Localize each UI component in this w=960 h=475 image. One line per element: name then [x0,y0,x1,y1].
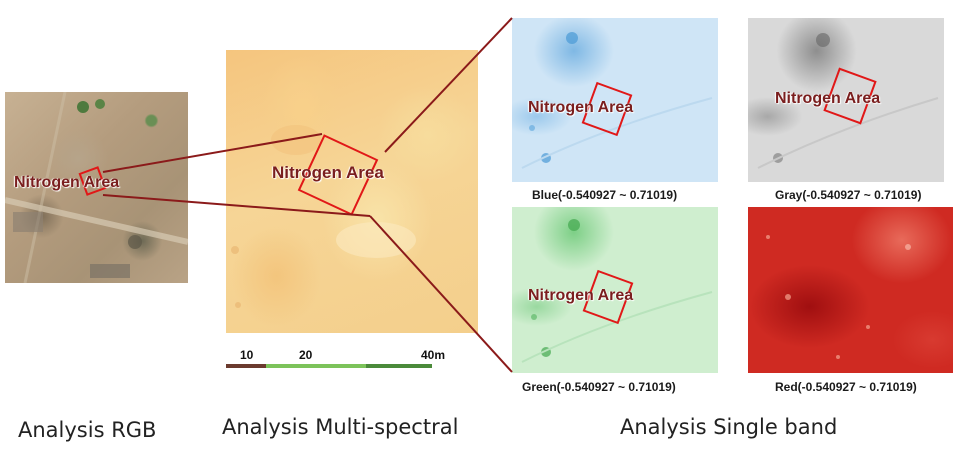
band-label-green: Green(-0.540927 ~ 0.71019) [522,380,676,394]
green-nitrogen-label: Nitrogen Area [528,287,634,304]
band-tile-red [748,207,953,373]
band-tile-green [512,207,718,373]
caption-analysis-single-band: Analysis Single band [620,415,838,439]
band-tile-blue [512,18,718,182]
scale-tick-10: 10 [240,348,254,362]
caption-analysis-multispectral: Analysis Multi-spectral [222,415,459,439]
band-label-gray: Gray(-0.540927 ~ 0.71019) [775,188,922,202]
band-tile-gray [748,18,944,182]
band-label-blue: Blue(-0.540927 ~ 0.71019) [532,188,678,202]
rgb-aerial-image [5,92,188,283]
scale-tick-40m: 40m [421,348,446,362]
scale-tick-20: 20 [299,348,313,362]
caption-analysis-rgb: Analysis RGB [18,418,157,442]
rgb-nitrogen-label: Nitrogen Area [14,174,120,191]
gray-nitrogen-label: Nitrogen Area [775,90,881,107]
band-label-red: Red(-0.540927 ~ 0.71019) [775,380,917,394]
blue-nitrogen-label: Nitrogen Area [528,99,634,116]
multispectral-image [226,50,478,333]
multispectral-nitrogen-label: Nitrogen Area [272,163,384,182]
scale-bar: 10 20 40m [226,346,445,368]
scale-bar-line [226,364,432,368]
